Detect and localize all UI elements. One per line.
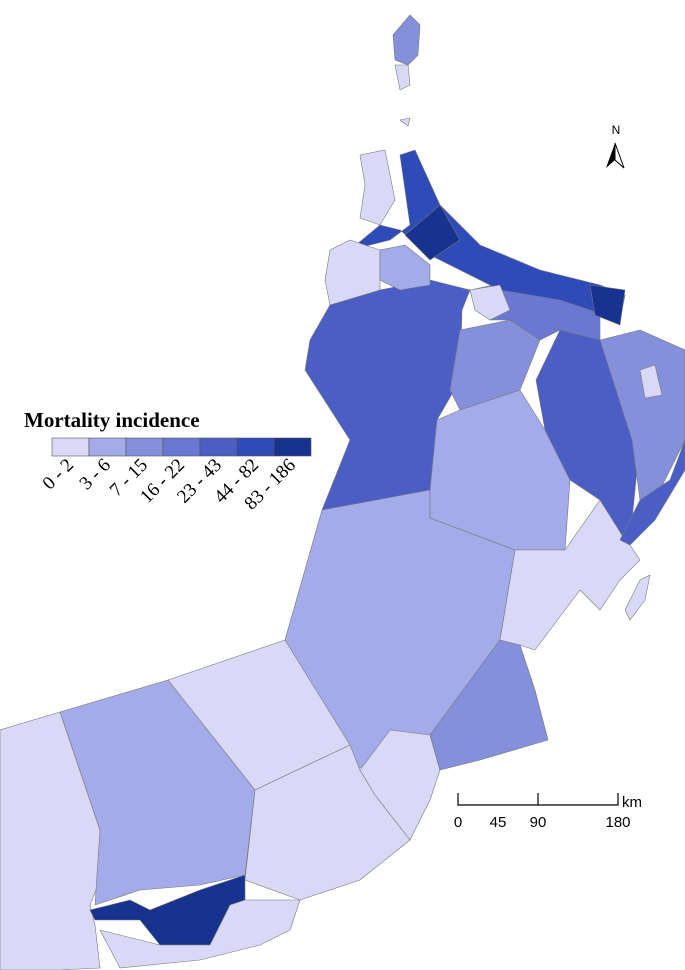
region — [599, 329, 685, 501]
region — [359, 729, 441, 841]
north-label: N — [612, 123, 621, 137]
scale-unit: km — [622, 794, 642, 811]
legend-title: Mortality incidence — [24, 408, 200, 432]
region — [324, 239, 381, 306]
scale-bar: 0 45 90 180 km — [454, 793, 642, 831]
region — [499, 499, 641, 651]
north-arrow: N — [606, 123, 625, 169]
region — [392, 14, 421, 66]
scale-line — [457, 793, 619, 806]
scale-label: 180 — [605, 814, 630, 831]
legend-swatch — [199, 437, 238, 457]
region — [379, 244, 431, 291]
region — [394, 64, 411, 91]
region — [469, 284, 511, 321]
legend-swatch — [273, 437, 312, 457]
legend-swatch — [162, 437, 201, 457]
regions — [0, 14, 685, 970]
arrow-half — [614, 142, 625, 169]
region — [624, 574, 651, 621]
arrow-half — [606, 143, 615, 168]
region — [99, 899, 301, 969]
region — [589, 284, 626, 326]
legend-swatch — [88, 437, 127, 457]
region — [399, 117, 411, 127]
scale-label: 90 — [530, 814, 547, 831]
region — [639, 364, 663, 399]
region — [449, 319, 541, 411]
region — [619, 439, 685, 546]
legend-swatch — [51, 437, 90, 457]
legend-swatch — [236, 437, 275, 457]
region — [404, 204, 461, 261]
scale-label: 0 — [454, 814, 462, 831]
legend-label: 0 - 2 — [39, 455, 78, 494]
scale-label: 45 — [490, 814, 507, 831]
region — [359, 149, 396, 226]
legend-swatch — [125, 437, 164, 457]
